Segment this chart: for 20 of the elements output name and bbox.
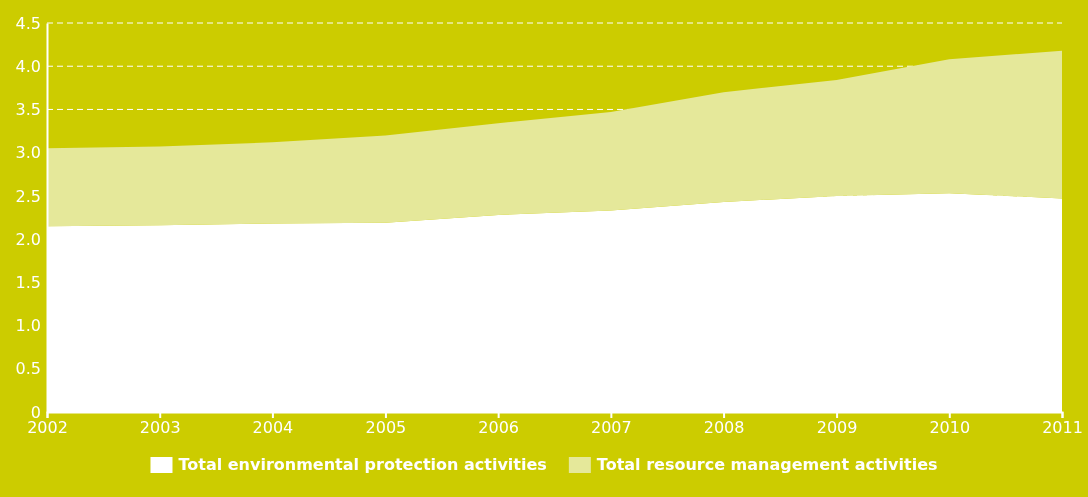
legend-label: Total environmental protection activities xyxy=(178,455,547,474)
x-tick-label: 2008 xyxy=(703,418,745,438)
x-tick-label: 2009 xyxy=(816,418,858,438)
y-tick-label: 2.5 xyxy=(15,186,41,206)
x-tick-label: 2004 xyxy=(252,418,294,438)
x-tick-label: 2006 xyxy=(478,418,519,438)
legend-label: Total resource management activities xyxy=(596,455,938,474)
x-tick-label: 2011 xyxy=(1042,418,1083,438)
x-tick-label: 2003 xyxy=(139,418,181,438)
x-tick-label: 2010 xyxy=(929,418,971,438)
x-tick-label: 2005 xyxy=(365,418,407,438)
y-tick-label: 0.5 xyxy=(15,359,41,379)
y-tick-label: 3.0 xyxy=(15,143,41,163)
y-tick-label: 2.0 xyxy=(15,229,41,249)
y-tick-label: 1.5 xyxy=(15,272,41,292)
x-tick-label: 2007 xyxy=(591,418,632,438)
y-tick-label: 1.0 xyxy=(15,316,41,336)
y-tick-label: 4.5 xyxy=(15,13,41,33)
y-tick-label: 3.5 xyxy=(15,100,41,120)
y-tick-label: 4.0 xyxy=(15,56,41,76)
